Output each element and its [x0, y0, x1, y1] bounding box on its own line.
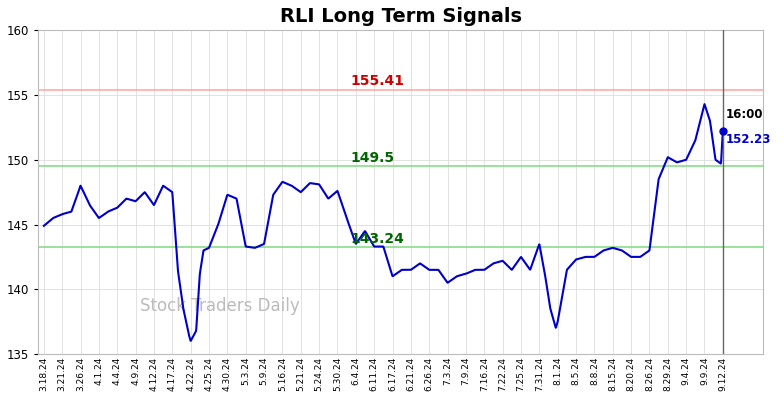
- Text: 149.5: 149.5: [350, 151, 395, 165]
- Title: RLI Long Term Signals: RLI Long Term Signals: [280, 7, 522, 26]
- Text: 143.24: 143.24: [350, 232, 405, 246]
- Text: 16:00: 16:00: [726, 107, 763, 121]
- Text: Stock Traders Daily: Stock Traders Daily: [140, 297, 299, 315]
- Text: 152.23: 152.23: [726, 133, 771, 146]
- Text: 155.41: 155.41: [350, 74, 405, 88]
